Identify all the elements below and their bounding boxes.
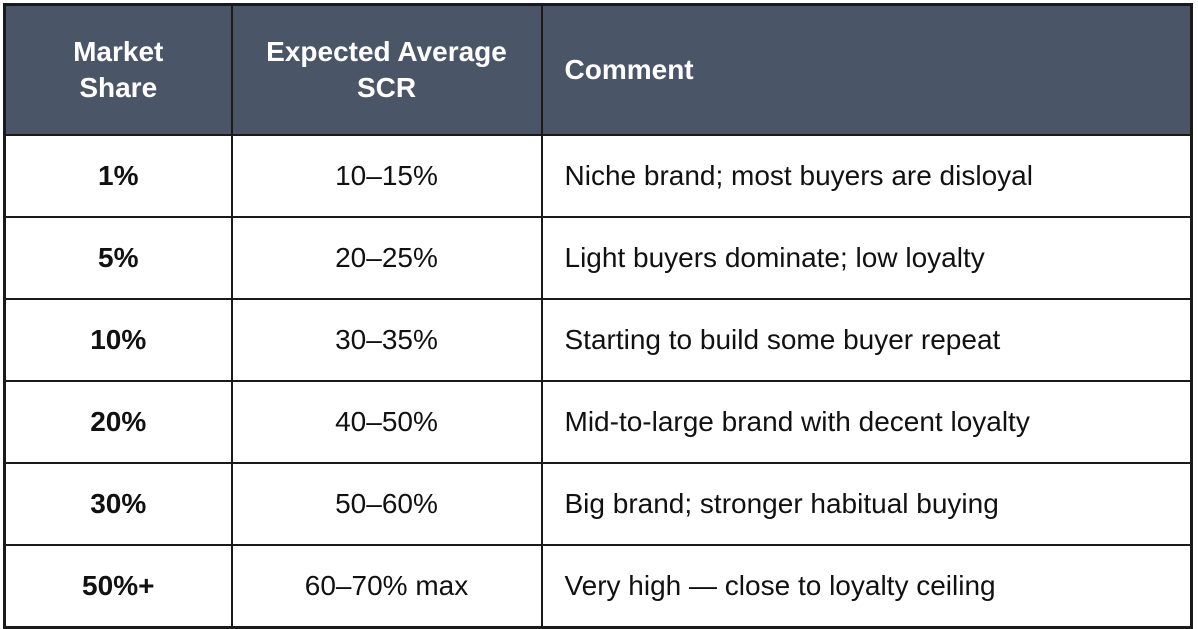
table-row: 30% 50–60% Big brand; stronger habitual bu… [3,462,1193,546]
table-cell: Niche brand; most buyers are disloyal [540,134,1193,218]
header-text: Expected Average SCR [266,35,507,103]
table-row: 10% 30–35% Starting to build some buyer re… [3,298,1193,382]
table-row: 1% 10–15% Niche brand; most buyers are dis… [3,134,1193,218]
table-cell: 20–25% [230,216,543,300]
header-row: Market Share Expected Average SCR Commen… [3,3,1193,136]
table-cell: 60–70% max [230,544,543,629]
table-row: 50%+ 60–70% max Very high — close to loyal… [3,544,1193,629]
table-cell: 20% [3,380,233,464]
header-text: Comment [564,53,694,85]
scr-table: Market Share Expected Average SCR Commen… [3,3,1193,629]
table-row: 20% 40–50% Mid-to-large brand with decent … [3,380,1193,464]
table-cell: 1% [3,134,233,218]
table-cell: 40–50% [230,380,543,464]
table-cell: 10–15% [230,134,543,218]
table-cell: 50–60% [230,462,543,546]
table-body: 1% 10–15% Niche brand; most buyers are dis… [3,134,1193,629]
table-cell: Light buyers dominate; low loyalty [540,216,1193,300]
table-cell: Very high — close to loyalty ceiling [540,544,1193,629]
table-cell: Big brand; stronger habitual buying [540,462,1193,546]
header-cell: Market Share [3,3,233,136]
table-cell: 30–35% [230,298,543,382]
table-header: Market Share Expected Average SCR Commen… [3,3,1193,136]
table-cell: 5% [3,216,233,300]
header-cell: Expected Average SCR [230,3,543,136]
table-cell: 50%+ [3,544,233,629]
table-cell: Mid-to-large brand with decent loyalty [540,380,1193,464]
header-text: Market Share [73,35,164,103]
table-cell: Starting to build some buyer repeat [540,298,1193,382]
table-row: 5% 20–25% Light buyers dominate; low loyal… [3,216,1193,300]
table-cell: 10% [3,298,233,382]
table-cell: 30% [3,462,233,546]
header-cell: Comment [540,3,1193,136]
